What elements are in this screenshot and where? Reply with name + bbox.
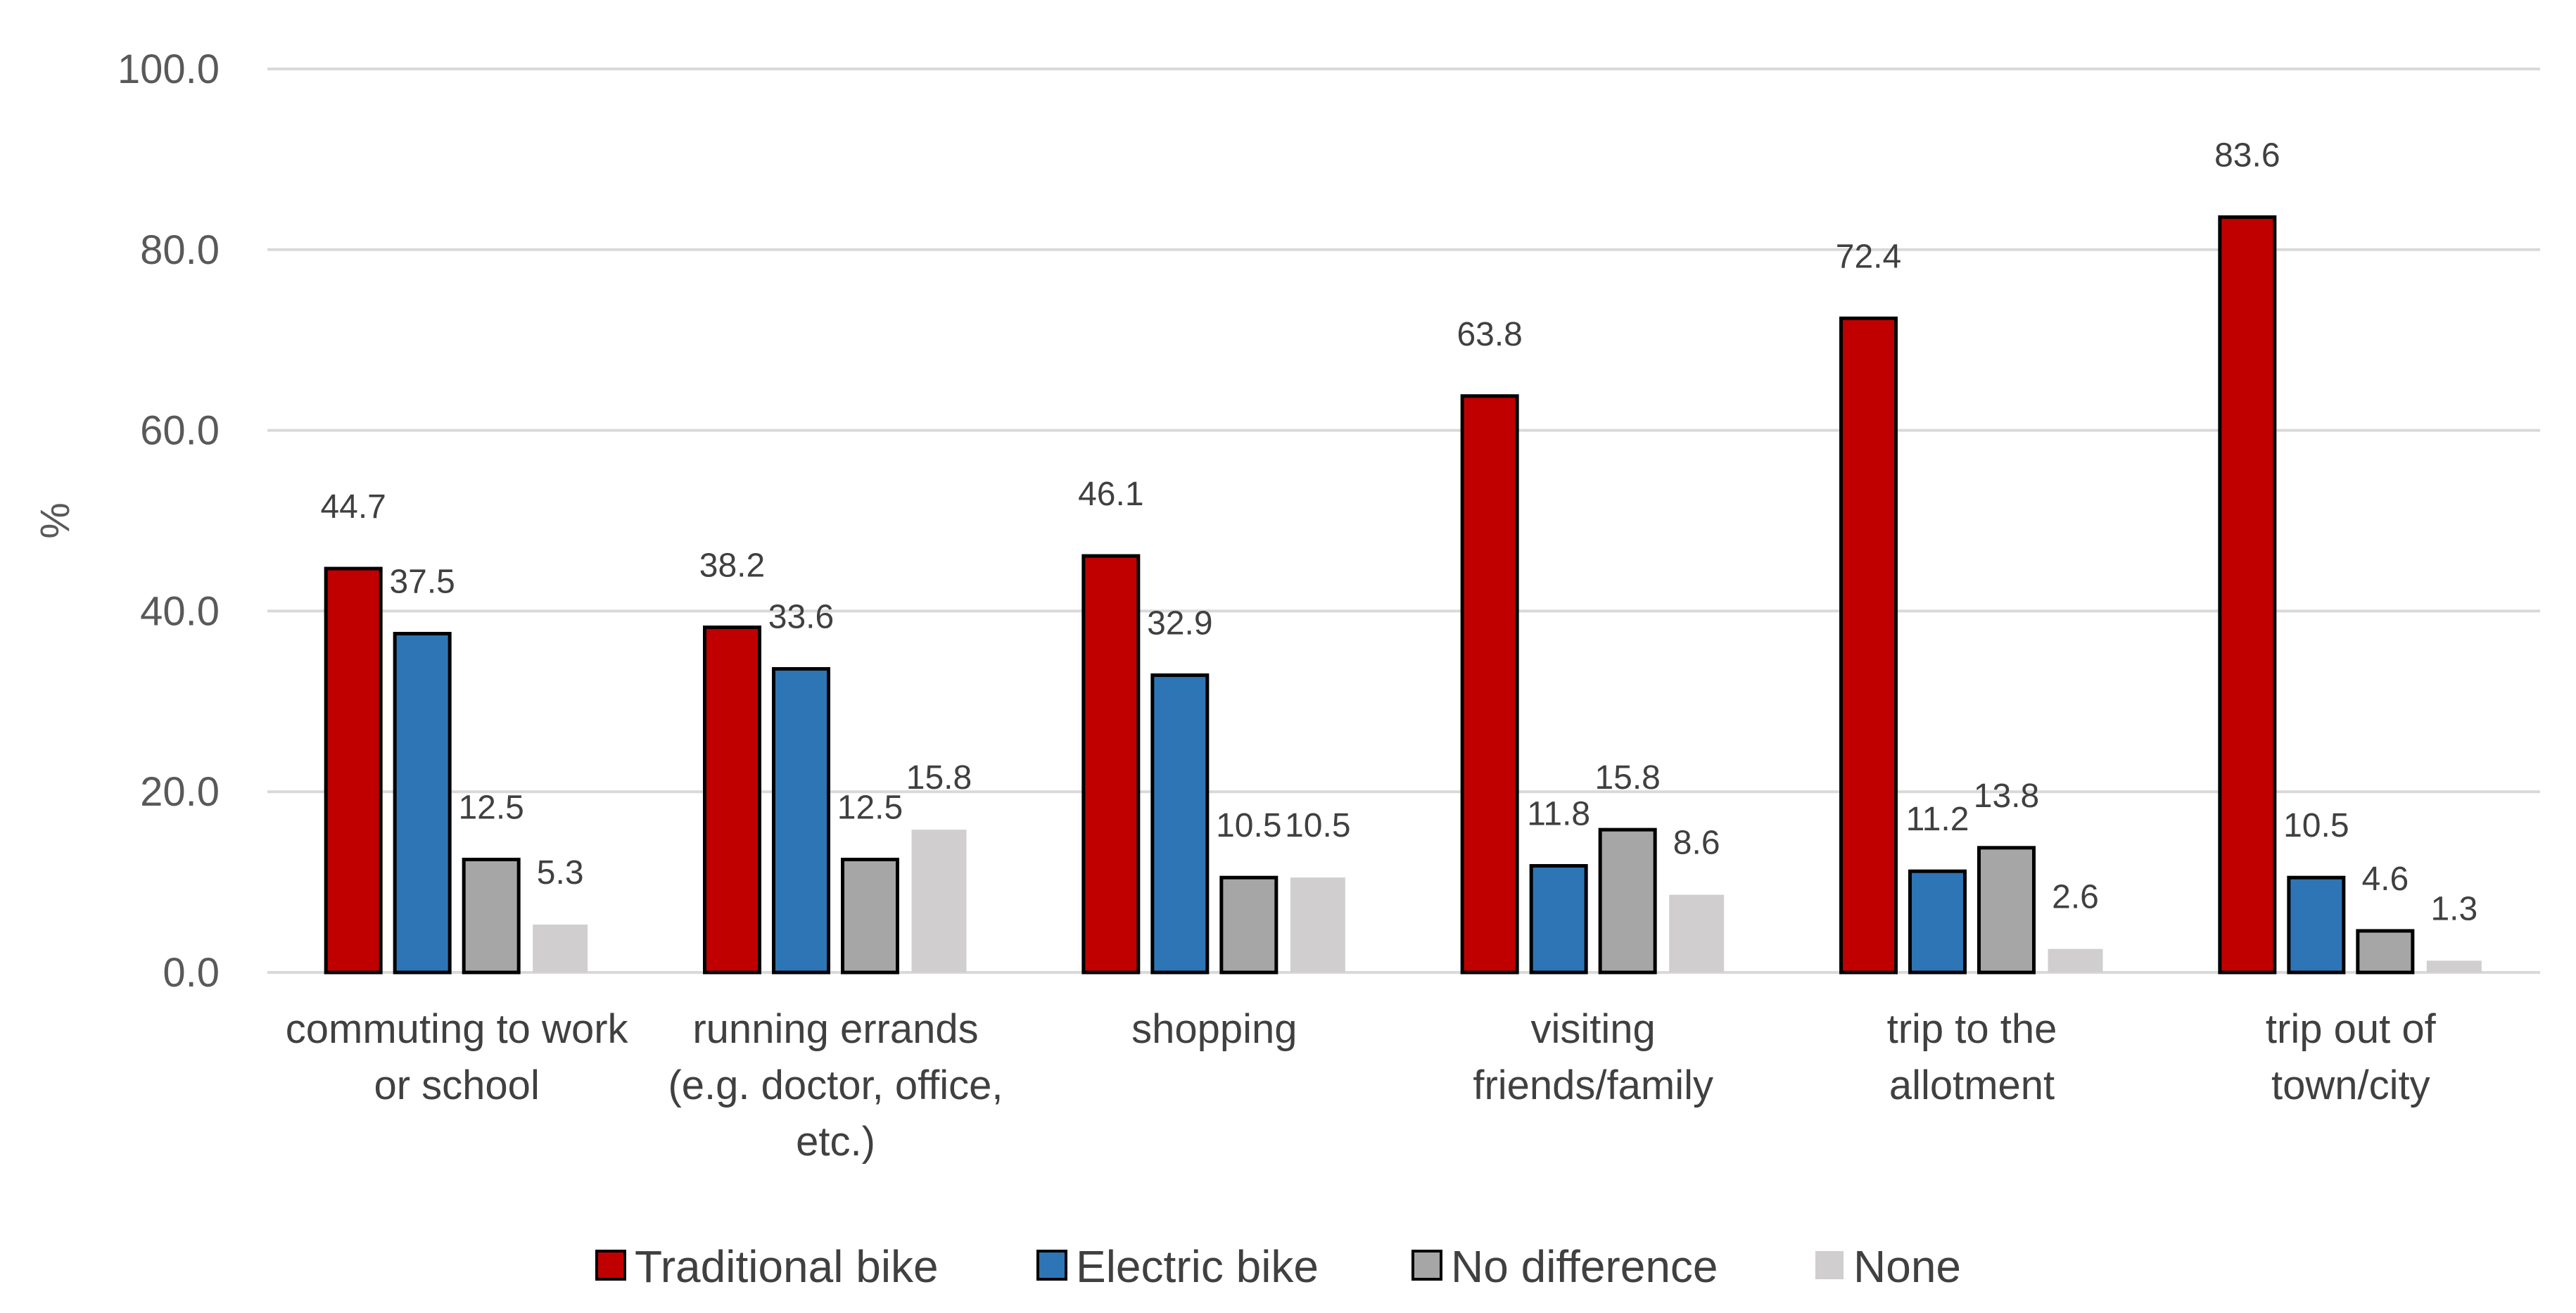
data-label: 15.8: [1594, 759, 1660, 797]
bar: [703, 626, 761, 975]
data-label: 2.6: [2052, 879, 2099, 916]
bar: [841, 858, 899, 975]
data-label: 83.6: [2214, 137, 2280, 175]
bar: [1219, 875, 1279, 975]
data-label: 12.5: [837, 789, 903, 827]
bar: [324, 566, 383, 975]
legend: Traditional bike Electric bike No differen…: [595, 1241, 1961, 1292]
data-label: 13.8: [1974, 778, 2039, 815]
bar: [1669, 894, 1725, 972]
bar: [1908, 869, 1967, 975]
data-label: 32.9: [1147, 605, 1212, 642]
bar: [1290, 877, 1345, 972]
legend-label: No difference: [1451, 1241, 1718, 1292]
bar: [2426, 960, 2482, 972]
data-label: 5.3: [537, 854, 584, 892]
legend-swatch: [1036, 1250, 1067, 1281]
legend-swatch: [1411, 1250, 1442, 1281]
x-category-label: running errands (e.g. doctor, office, etc.…: [668, 1006, 1003, 1165]
y-axis-label: %: [32, 502, 78, 539]
bar: [1839, 316, 1898, 975]
bar: [2287, 875, 2346, 975]
data-label: 1.3: [2430, 890, 2477, 927]
data-label: 11.2: [1906, 801, 1969, 838]
gridlines: [267, 68, 2540, 974]
data-label: 10.5: [1285, 807, 1350, 844]
data-label: 11.8: [1527, 795, 1590, 832]
legend-label: Traditional bike: [635, 1241, 939, 1292]
x-axis-categories: commuting to work or school running errand…: [286, 1006, 2437, 1165]
data-label: 37.5: [389, 564, 455, 601]
data-label: 10.5: [1216, 807, 1281, 844]
data-label: 15.8: [906, 759, 972, 797]
y-tick-label: 40.0: [140, 588, 220, 634]
y-tick-label: 0.0: [163, 950, 220, 996]
data-label: 12.5: [458, 789, 524, 827]
data-label: 63.8: [1457, 316, 1522, 353]
bar: [393, 632, 452, 975]
bar: [462, 858, 521, 975]
bar: [2218, 215, 2277, 975]
bar: [1977, 846, 2036, 975]
bar: [533, 924, 588, 972]
y-tick-label: 60.0: [140, 408, 220, 454]
y-axis-ticks: 0.0 20.0 40.0 60.0 80.0 100.0: [118, 46, 220, 996]
bar: [1598, 827, 1657, 975]
x-category-label: trip out of town/city: [2266, 1006, 2437, 1108]
x-category-label: commuting to work or school: [286, 1006, 629, 1108]
bar: [2048, 949, 2103, 972]
bar: [1081, 554, 1141, 975]
bar: [1529, 863, 1588, 975]
bars: [324, 215, 2482, 975]
data-label: 10.5: [2283, 807, 2349, 844]
y-tick-label: 80.0: [140, 227, 220, 273]
bar: [1150, 673, 1210, 975]
data-label: 38.2: [699, 547, 765, 585]
data-label: 8.6: [1673, 825, 1720, 862]
bar: [1460, 394, 1519, 975]
bar: [772, 667, 830, 975]
data-label: 46.1: [1078, 476, 1143, 513]
x-category-label: visiting friends/family: [1473, 1006, 1713, 1108]
bar: [2356, 929, 2415, 975]
y-tick-label: 20.0: [140, 769, 220, 815]
data-label: 4.6: [2361, 861, 2409, 898]
data-label: 72.4: [1836, 238, 1901, 275]
x-category-label: trip to the allotment: [1887, 1006, 2057, 1108]
x-category-label: shopping: [1131, 1006, 1297, 1052]
data-label: 44.7: [320, 488, 386, 526]
bar: [911, 830, 967, 972]
legend-label: None: [1853, 1241, 1961, 1292]
legend-swatch: [595, 1250, 626, 1281]
legend-label: Electric bike: [1076, 1241, 1319, 1292]
legend-swatch: [1815, 1251, 1844, 1279]
data-labels: 44.737.512.55.338.233.612.515.846.132.91…: [320, 137, 2477, 928]
data-label: 33.6: [768, 599, 834, 636]
y-tick-label: 100.0: [118, 46, 220, 92]
